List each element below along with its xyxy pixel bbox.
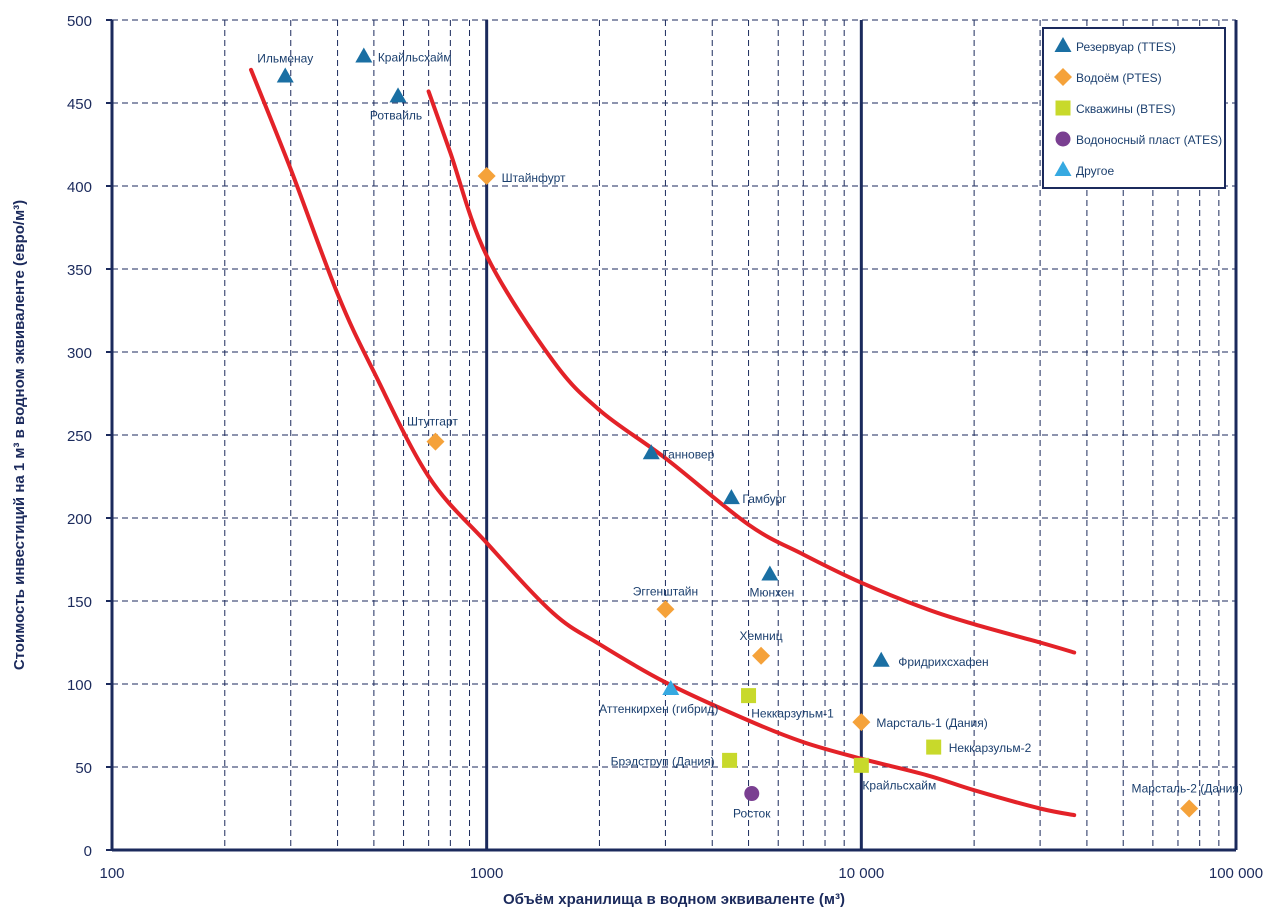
y-tick-label: 50 bbox=[75, 760, 92, 777]
trend-curve bbox=[426, 89, 1077, 655]
data-point bbox=[662, 679, 680, 695]
trend-curve bbox=[249, 67, 1077, 818]
y-tick-label: 100 bbox=[67, 677, 92, 694]
data-point bbox=[389, 87, 407, 103]
data-point bbox=[722, 489, 740, 505]
trend-curves bbox=[249, 67, 1077, 818]
data-label: Ганновер bbox=[662, 447, 714, 461]
x-tick-label: 1000 bbox=[470, 865, 503, 882]
legend-marker bbox=[1055, 100, 1071, 116]
data-point bbox=[761, 565, 779, 581]
y-tick-label: 350 bbox=[67, 262, 92, 279]
data-label: Ротвайль bbox=[370, 108, 422, 122]
legend-marker bbox=[1054, 68, 1072, 86]
y-tick-label: 500 bbox=[67, 13, 92, 30]
y-tick-label: 200 bbox=[67, 511, 92, 528]
x-tick-label: 100 000 bbox=[1209, 865, 1263, 882]
data-label: Фридрихсхафен bbox=[898, 655, 988, 669]
y-tick-label: 150 bbox=[67, 594, 92, 611]
legend-marker bbox=[1054, 37, 1072, 52]
legend-label: Водоём (PTES) bbox=[1076, 71, 1162, 85]
data-point bbox=[426, 432, 445, 451]
data-point bbox=[741, 688, 757, 704]
data-point bbox=[752, 646, 771, 665]
data-point bbox=[276, 67, 294, 83]
point-labels: Ильменау Крайльсхайм Ротвайль Ганновер Гамбу… bbox=[257, 51, 1243, 821]
data-point bbox=[853, 757, 869, 773]
data-point bbox=[744, 786, 760, 802]
x-axis-title: Объём хранилища в водном эквиваленте (м³… bbox=[503, 891, 845, 908]
data-label: Крайльсхайм bbox=[862, 778, 936, 792]
data-label: Марсталь-1 (Дания) bbox=[876, 716, 987, 730]
data-label: Крайльсхайм bbox=[378, 51, 452, 65]
y-tick-label: 450 bbox=[67, 96, 92, 113]
data-label: Ильменау bbox=[257, 51, 313, 65]
data-label: Хемниц bbox=[739, 629, 782, 643]
legend: Резервуар (TTES) Водоём (PTES) Скважины (B… bbox=[1042, 27, 1226, 189]
data-label: Неккарзульм-2 bbox=[949, 741, 1032, 755]
data-label: Штутгарт bbox=[407, 415, 458, 429]
legend-label: Другое bbox=[1076, 164, 1114, 178]
y-axis-title: Стоимость инвестиций на 1 м³ в водном эк… bbox=[11, 200, 28, 670]
data-label: Брэдструп (Дания) bbox=[611, 754, 715, 768]
data-label: Росток bbox=[733, 807, 771, 821]
data-point bbox=[1180, 799, 1199, 818]
y-tick-label: 400 bbox=[67, 179, 92, 196]
data-point bbox=[355, 47, 373, 63]
data-label: Эггенштайн bbox=[633, 584, 698, 598]
data-label: Марсталь-2 (Дания) bbox=[1131, 782, 1242, 796]
axes: 0 50 100 150 200 250 300 350 400 450 500 100 1000 10 … bbox=[67, 13, 1263, 882]
legend-label: Скважины (BTES) bbox=[1076, 102, 1175, 116]
data-label: Штайнфурт bbox=[502, 171, 566, 185]
x-tick-label: 10 000 bbox=[838, 865, 884, 882]
y-tick-label: 300 bbox=[67, 345, 92, 362]
legend-marker bbox=[1055, 131, 1071, 147]
data-label: Неккарзульм-1 bbox=[751, 707, 834, 721]
grid bbox=[110, 19, 1238, 850]
data-point bbox=[852, 713, 871, 732]
data-point bbox=[872, 651, 890, 667]
legend-marker bbox=[1054, 161, 1072, 176]
data-label: Аттенкирхен (гибрид) bbox=[599, 702, 718, 716]
legend-label: Водоносный пласт (ATES) bbox=[1076, 133, 1222, 147]
legend-label: Резервуар (TTES) bbox=[1076, 40, 1176, 54]
data-point bbox=[642, 444, 660, 460]
data-label: Мюнхен bbox=[749, 585, 794, 599]
data-points bbox=[276, 47, 1199, 818]
data-point bbox=[926, 739, 942, 755]
data-label: Гамбург bbox=[742, 492, 787, 506]
data-point bbox=[656, 600, 675, 619]
data-point bbox=[722, 752, 738, 768]
data-point bbox=[477, 167, 496, 186]
x-tick-label: 100 bbox=[99, 865, 124, 882]
y-tick-label: 250 bbox=[67, 428, 92, 445]
y-tick-label: 0 bbox=[84, 843, 92, 860]
